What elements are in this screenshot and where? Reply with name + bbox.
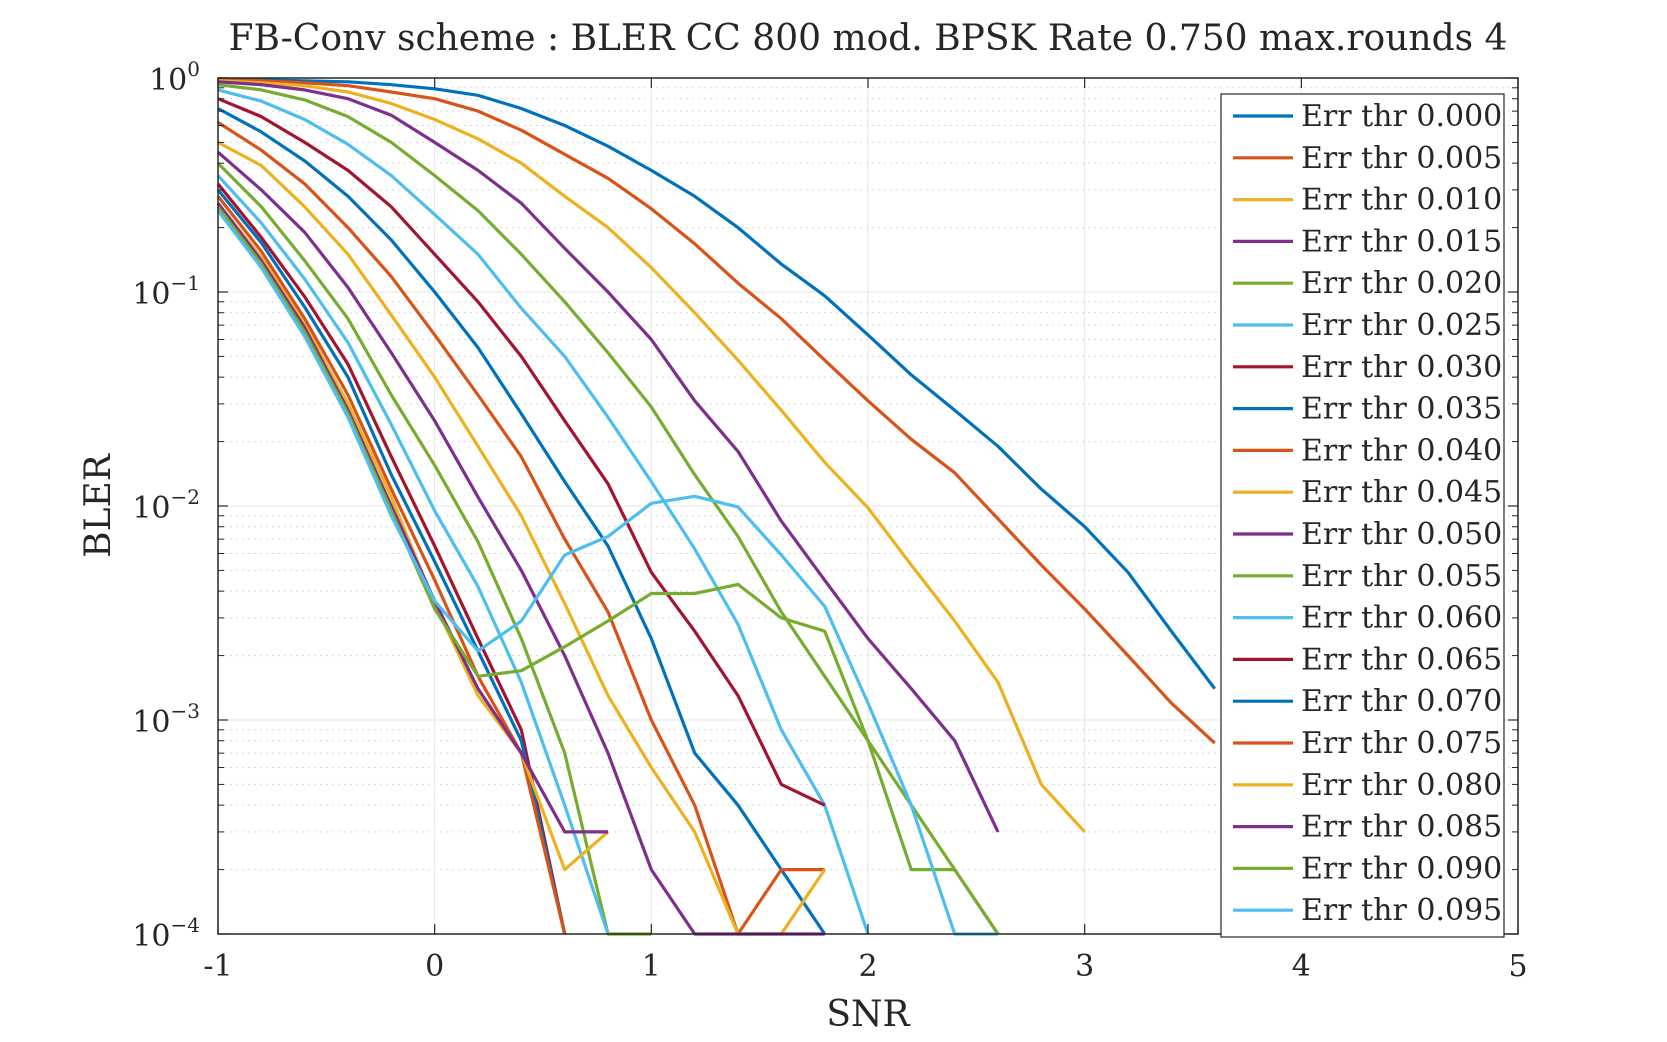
- y-tick-label: 10−4: [132, 913, 200, 954]
- y-tick-labels: 100 10−1 10−2 10−3 10−4: [132, 57, 200, 954]
- x-tick-label: 1: [642, 949, 661, 984]
- x-tick-label: 0: [425, 949, 444, 984]
- legend-label: Err thr 0.020: [1301, 266, 1502, 301]
- legend-label: Err thr 0.070: [1301, 684, 1502, 719]
- series-layer: [216, 77, 1216, 936]
- series-line-2: [217, 79, 1086, 833]
- y-tick-label: 10−1: [132, 271, 200, 312]
- x-tick-label: 2: [858, 949, 877, 984]
- series-line-8: [217, 121, 825, 936]
- y-tick-label: 100: [149, 57, 200, 98]
- legend-label: Err thr 0.045: [1301, 475, 1502, 510]
- legend-label: Err thr 0.035: [1301, 392, 1502, 427]
- legend: Err thr 0.000 Err thr 0.005 Err thr 0.010 E…: [1220, 93, 1505, 938]
- x-tick-label: 3: [1075, 949, 1094, 984]
- legend-label: Err thr 0.090: [1301, 851, 1502, 886]
- series-line-17: [216, 202, 608, 834]
- chart-title: FB-Conv scheme : BLER CC 800 mod. BPSK R…: [229, 18, 1508, 59]
- series-line-6: [217, 97, 826, 807]
- series-line-0: [217, 77, 1216, 690]
- series-line-11: [216, 162, 652, 936]
- series-line-1: [217, 78, 1216, 745]
- x-tick-label: 5: [1508, 949, 1527, 984]
- series-line-13: [216, 182, 567, 935]
- legend-label: Err thr 0.055: [1301, 559, 1502, 594]
- legend-label: Err thr 0.075: [1301, 726, 1502, 761]
- series-line-15: [216, 195, 567, 935]
- legend-label: Err thr 0.095: [1301, 893, 1502, 928]
- legend-label: Err thr 0.040: [1301, 433, 1502, 468]
- series-line-7: [217, 107, 827, 935]
- x-tick-labels: -1 0 1 2 3 4 5: [203, 949, 1527, 984]
- legend-label: Err thr 0.060: [1301, 601, 1502, 636]
- legend-label: Err thr 0.050: [1301, 517, 1502, 552]
- series-line-9: [217, 140, 827, 936]
- legend-label: Err thr 0.025: [1301, 308, 1502, 343]
- x-tick-label: 4: [1292, 949, 1311, 984]
- legend-items: Err thr 0.000 Err thr 0.005 Err thr 0.010 E…: [1233, 99, 1502, 928]
- series-line-5: [217, 88, 870, 935]
- series-line-14: [216, 188, 567, 935]
- y-tick-label: 10−3: [132, 699, 200, 740]
- legend-box: [1220, 93, 1505, 938]
- x-tick-label: -1: [203, 949, 232, 984]
- y-tick-label: 10−2: [132, 485, 200, 526]
- legend-label: Err thr 0.005: [1301, 141, 1502, 176]
- legend-label: Err thr 0.065: [1301, 642, 1502, 677]
- y-axis-label: BLER: [78, 453, 119, 558]
- series-line-19: [216, 209, 998, 936]
- series-line-12: [216, 174, 610, 935]
- legend-label: Err thr 0.030: [1301, 350, 1502, 385]
- series-line-3: [217, 80, 1000, 833]
- legend-label: Err thr 0.010: [1301, 183, 1502, 218]
- legend-label: Err thr 0.000: [1301, 99, 1502, 134]
- tick-marks: [217, 77, 1519, 935]
- legend-label: Err thr 0.080: [1301, 768, 1502, 803]
- x-axis-label: SNR: [826, 994, 910, 1035]
- series-line-18: [216, 205, 1000, 935]
- legend-label: Err thr 0.015: [1301, 224, 1502, 259]
- legend-label: Err thr 0.085: [1301, 810, 1502, 845]
